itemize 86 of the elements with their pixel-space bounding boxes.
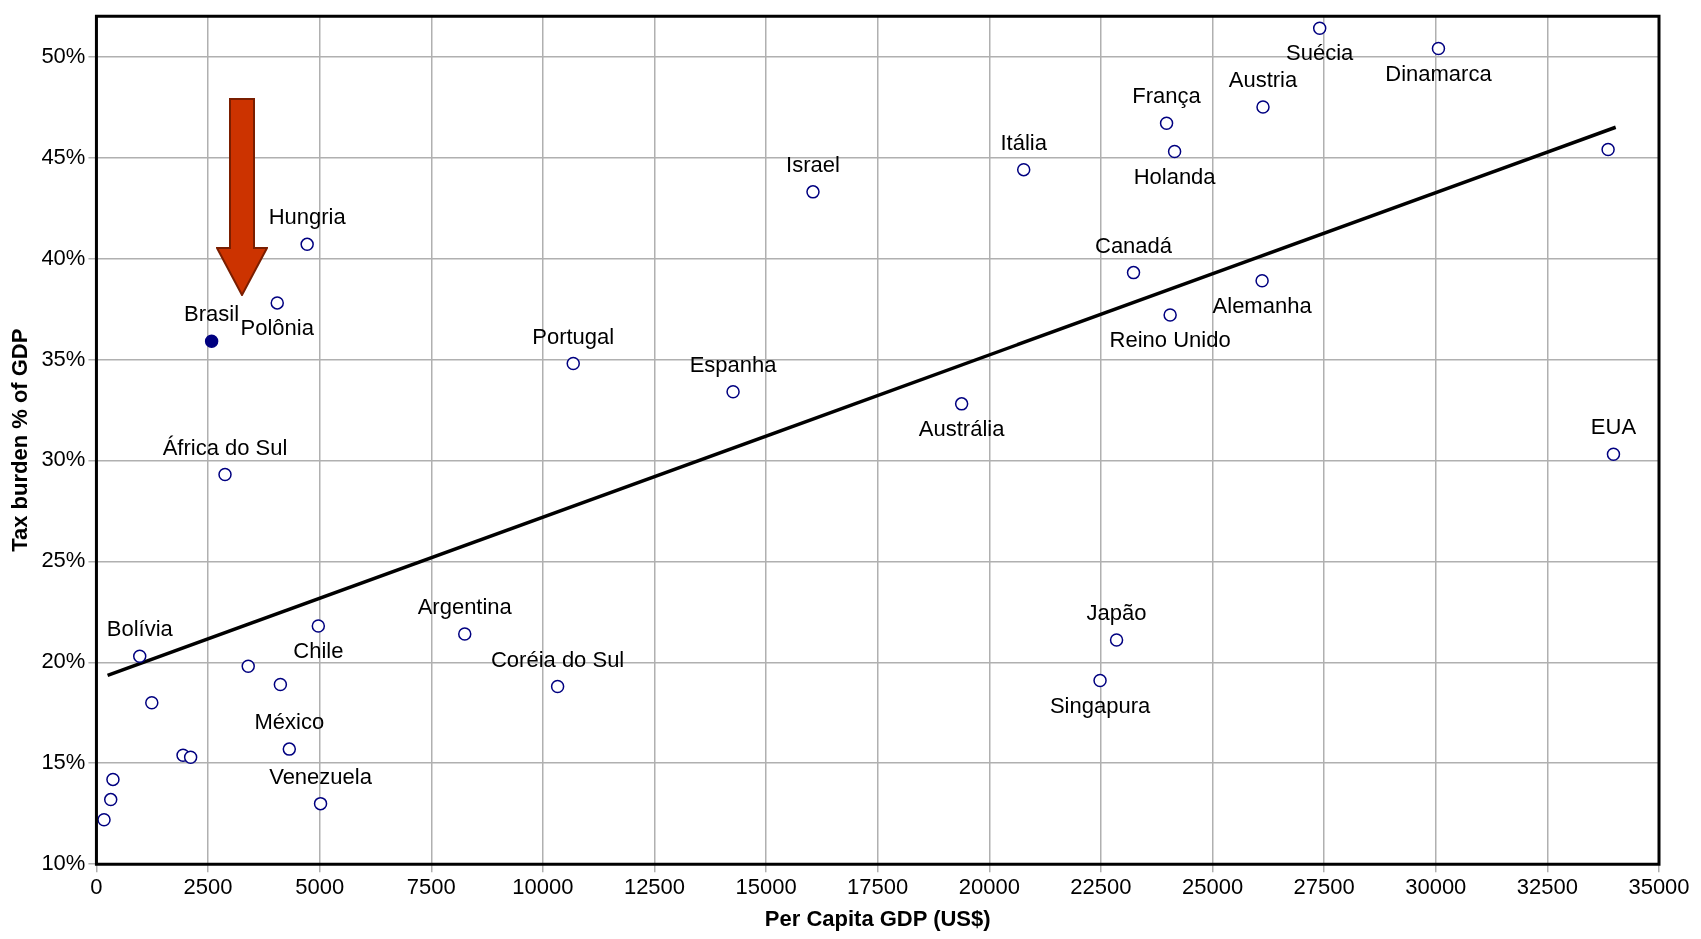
point [1016, 162, 1031, 177]
point [1256, 100, 1270, 114]
x-tick-label: 17500 [847, 874, 909, 900]
y-tick-label: 30% [41, 446, 86, 472]
point [1159, 116, 1174, 130]
x-tick-label: 7500 [406, 874, 456, 900]
annotation: Alemanha [1212, 292, 1313, 318]
x-tick-label: 30000 [1405, 874, 1467, 900]
y-tick-label: 10% [41, 850, 86, 876]
point [313, 796, 328, 811]
annotation: Coréia do Sul [490, 646, 625, 672]
annotation: Japão [1086, 600, 1147, 626]
annotation: Argentina [417, 594, 513, 620]
annotation: Dinamarca [1385, 60, 1493, 86]
y-tick-label: 25% [41, 547, 86, 573]
point [806, 185, 820, 199]
y-axis-title: Tax burden % of GDP [7, 328, 33, 552]
annotation: Polônia [240, 314, 315, 340]
annotation: Itália [1000, 129, 1048, 155]
point [1312, 21, 1327, 36]
point [218, 467, 232, 482]
annotation: Israel [786, 151, 840, 177]
point [106, 772, 120, 787]
point [1093, 673, 1107, 688]
y-tick-label: 15% [41, 749, 86, 775]
point [103, 792, 118, 807]
point [1163, 308, 1177, 322]
y-tick-label: 50% [41, 42, 86, 68]
annotation: Bolívia [106, 616, 174, 642]
annotation: EUA [1590, 414, 1637, 440]
point [282, 742, 297, 756]
annotation: Canadá [1094, 232, 1173, 258]
annotation: Austrália [918, 415, 1006, 441]
x-tick-label: 27500 [1293, 874, 1355, 900]
point [550, 679, 565, 694]
point [1126, 265, 1141, 280]
point [1431, 41, 1446, 56]
point [1601, 142, 1615, 157]
point [1167, 144, 1182, 159]
annotation: Espanha [689, 351, 778, 377]
annotation: Brasil [184, 301, 240, 327]
annotation: México [254, 709, 325, 735]
point [1109, 633, 1124, 647]
annotation: França [1132, 83, 1202, 109]
x-tick-label: 25000 [1181, 874, 1244, 900]
annotation: Suécia [1286, 40, 1355, 66]
x-tick-label: 32500 [1516, 874, 1578, 900]
point [300, 237, 314, 252]
annotation: Hungria [268, 204, 347, 230]
point [954, 397, 969, 411]
y-tick-label: 35% [41, 345, 86, 371]
y-tick-label: 20% [41, 648, 86, 674]
point [311, 619, 326, 633]
y-tick-label: 45% [41, 143, 86, 169]
annotation: Singapura [1049, 692, 1151, 718]
annotation: Holanda [1133, 163, 1217, 189]
y-tick-label: 40% [41, 244, 86, 270]
x-tick-label: 12500 [623, 874, 686, 900]
point [183, 750, 198, 764]
point [1255, 273, 1269, 288]
x-axis-title: Per Capita GDP (US$) [764, 905, 991, 931]
x-tick-label: 15000 [735, 874, 797, 900]
annotation: Austria [1228, 67, 1298, 93]
x-tick-label: 10000 [512, 874, 574, 900]
point [145, 695, 159, 710]
annotation: Venezuela [269, 763, 373, 789]
x-tick-label: 0 [90, 874, 103, 900]
x-tick-label: 35000 [1628, 874, 1690, 900]
annotation: Reino Unido [1109, 327, 1231, 353]
point [566, 356, 580, 371]
x-tick-label: 22500 [1070, 874, 1132, 900]
point [270, 296, 284, 310]
point [241, 659, 255, 674]
point [1606, 447, 1621, 462]
annotation: Portugal [532, 323, 615, 349]
x-tick-label: 2500 [183, 874, 233, 900]
annotation: Chile [293, 638, 344, 664]
point [726, 384, 740, 399]
x-tick-label: 5000 [295, 874, 345, 900]
point [273, 677, 288, 692]
annotation: África do Sul [162, 434, 288, 460]
point [132, 649, 147, 663]
point [97, 813, 111, 827]
point [458, 627, 472, 641]
x-tick-label: 20000 [958, 874, 1020, 900]
point [204, 334, 219, 349]
